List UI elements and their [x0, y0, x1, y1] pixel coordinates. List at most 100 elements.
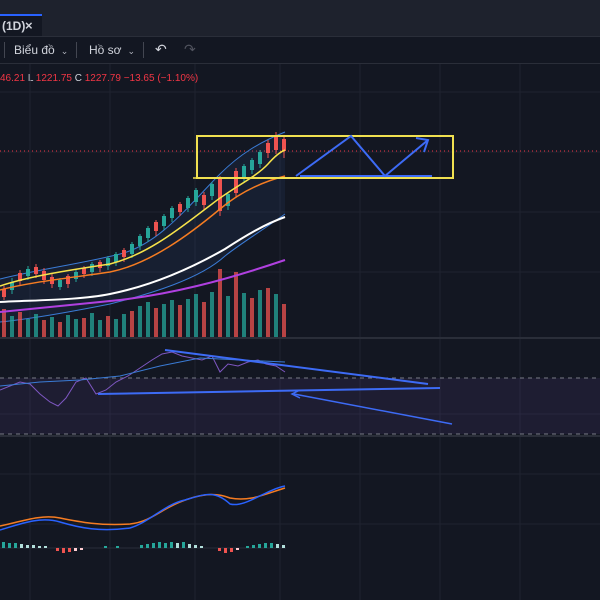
highlight-rectangle[interactable]	[196, 135, 454, 179]
volume-bar	[146, 302, 150, 337]
candle	[234, 171, 238, 193]
candle	[146, 228, 150, 238]
rsi-line	[0, 351, 286, 407]
histogram-bar	[38, 546, 41, 548]
chart-menu-button[interactable]: Biểu đồ ⌄	[14, 43, 68, 57]
ma-orange-line	[0, 175, 286, 291]
histogram-bar	[258, 544, 261, 548]
histogram-bar	[188, 544, 191, 548]
volume-bar	[10, 316, 14, 337]
candle	[154, 222, 158, 231]
histogram-bar	[270, 543, 273, 548]
volume-bar	[162, 304, 166, 337]
bollinger-upper	[0, 131, 286, 280]
histogram-bar	[176, 543, 179, 548]
volume-bar	[82, 318, 86, 337]
candle	[2, 289, 6, 297]
histogram-bar	[276, 544, 279, 548]
histogram-bar	[224, 548, 227, 553]
histogram-bar	[56, 548, 59, 551]
toolbar-divider	[143, 42, 144, 58]
histogram-bar	[146, 544, 149, 548]
candle	[82, 268, 86, 274]
volume-bar	[226, 296, 230, 337]
volume-bar	[282, 304, 286, 337]
histogram-bar	[74, 548, 77, 551]
toolbar-divider	[76, 42, 77, 58]
histogram-bar	[194, 545, 197, 548]
volume-bar	[42, 320, 46, 337]
redo-icon[interactable]: ↷	[184, 41, 196, 57]
high-value: 46.21	[0, 73, 26, 84]
histogram-bar	[68, 548, 71, 552]
volume-bar	[90, 313, 94, 337]
tab-bar: (1D) ×	[0, 0, 600, 37]
low-value: 1221.75	[35, 73, 72, 84]
volume-bar	[266, 288, 270, 337]
histogram-bar	[246, 546, 249, 548]
rsi-resistance-line[interactable]	[164, 349, 429, 385]
arrow-head-icon	[290, 389, 301, 399]
histogram-bar	[264, 543, 267, 548]
candle	[242, 166, 246, 178]
volume-bars	[2, 269, 286, 337]
volume-bar	[186, 299, 190, 337]
candle	[266, 143, 270, 153]
candle	[186, 198, 190, 208]
candle	[106, 258, 110, 266]
candle	[122, 250, 126, 257]
candle	[138, 236, 142, 246]
candle	[130, 244, 134, 254]
volume-bar	[178, 305, 182, 337]
close-label: C	[74, 73, 82, 84]
volume-bar	[130, 311, 134, 337]
chart-canvas[interactable]	[0, 64, 600, 600]
volume-bar	[34, 314, 38, 337]
histogram-bar	[236, 548, 239, 550]
rsi-arrow-line[interactable]	[293, 393, 453, 425]
volume-bar	[274, 294, 278, 337]
histogram-bar	[252, 545, 255, 548]
volume-bar	[218, 269, 222, 337]
candle	[250, 160, 254, 170]
candle	[162, 216, 166, 226]
toolbar: Biểu đồ ⌄ Hồ sơ ⌄ ↶ ↷	[0, 37, 600, 64]
ma-white-line	[0, 216, 286, 303]
undo-icon[interactable]: ↶	[155, 41, 167, 57]
tab-chart[interactable]: (1D) ×	[0, 14, 42, 36]
ma-yellow-line	[0, 149, 286, 287]
volume-bar	[210, 292, 214, 337]
histogram-bar	[230, 548, 233, 552]
projection-path[interactable]	[295, 134, 429, 178]
histogram-bar	[2, 542, 5, 548]
candle	[218, 179, 222, 211]
volume-bar	[58, 322, 62, 337]
histogram-bar	[44, 546, 47, 548]
volume-bar	[98, 320, 102, 337]
toolbar-divider	[4, 42, 5, 58]
close-icon[interactable]: ×	[25, 18, 33, 33]
candle	[258, 152, 262, 164]
volume-bar	[138, 306, 142, 337]
rsi-support-line[interactable]	[97, 387, 441, 395]
histogram-bar	[80, 548, 83, 550]
candle	[34, 267, 38, 274]
histogram-bar	[158, 542, 161, 548]
volume-bar	[18, 312, 22, 337]
chevron-down-icon: ⌄	[60, 46, 69, 56]
candle	[66, 276, 70, 284]
volume-bar	[2, 309, 6, 337]
volume-bar	[242, 293, 246, 337]
histogram-bar	[182, 542, 185, 548]
candle	[226, 194, 230, 206]
candle	[90, 264, 94, 272]
histogram-bar	[170, 542, 173, 548]
candle	[178, 204, 182, 212]
volume-bar	[154, 308, 158, 337]
candle	[74, 272, 78, 279]
change-value: −13.65 (−1.10%)	[123, 73, 199, 84]
close-value: 1227.79	[84, 73, 121, 84]
candle	[170, 208, 174, 218]
volume-bar	[258, 290, 262, 337]
profile-menu-button[interactable]: Hồ sơ ⌄	[89, 43, 135, 57]
